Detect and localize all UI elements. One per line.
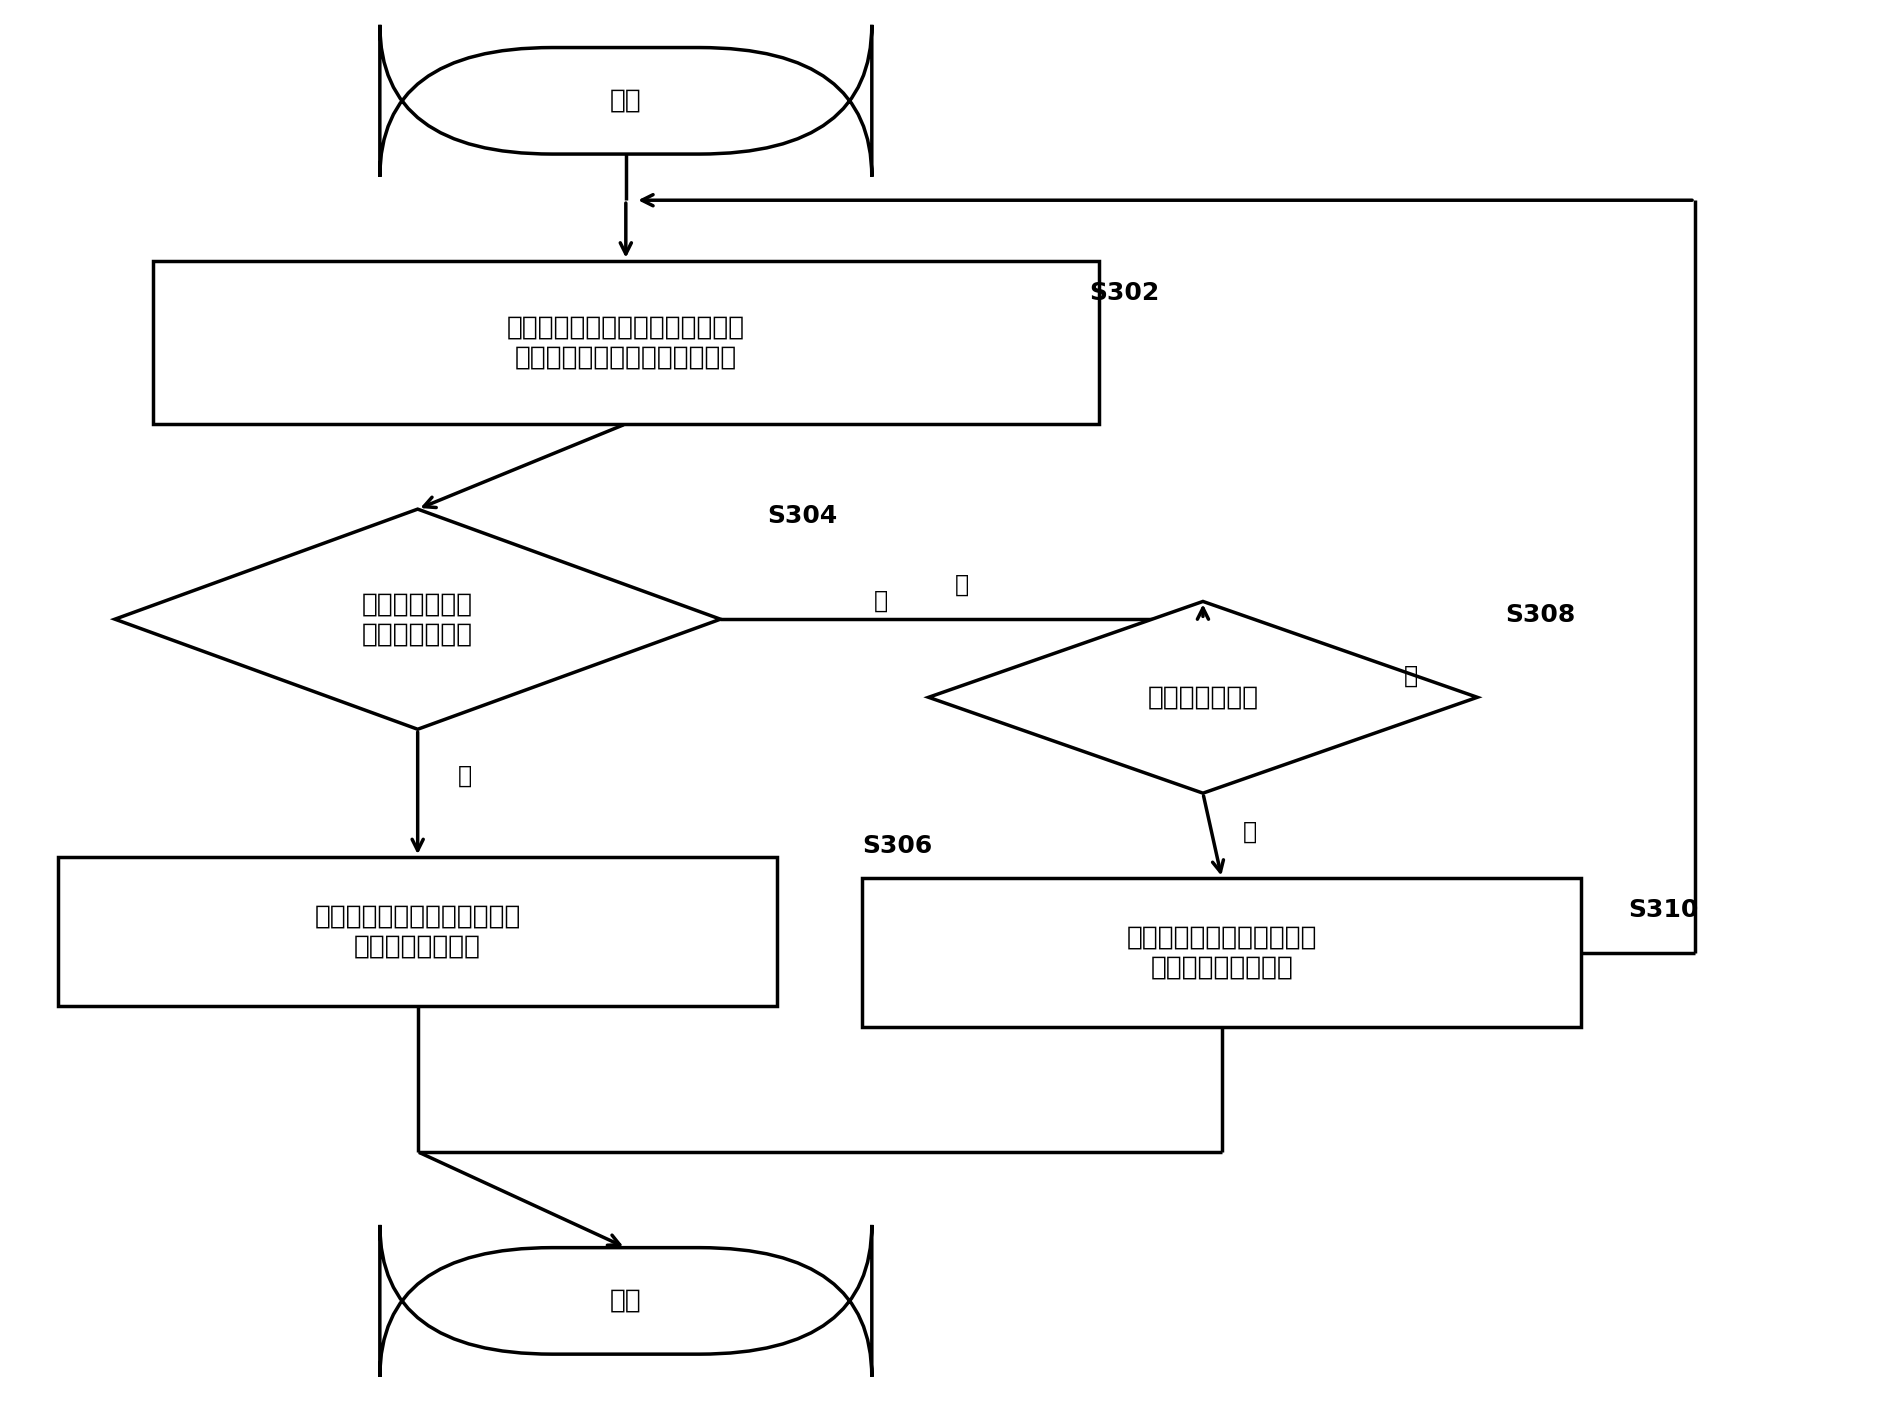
- FancyBboxPatch shape: [379, 1225, 872, 1377]
- Text: 个体呼叫失败？: 个体呼叫失败？: [1146, 684, 1258, 710]
- FancyBboxPatch shape: [153, 260, 1099, 424]
- Text: S310: S310: [1628, 898, 1700, 922]
- Text: 是: 是: [1243, 820, 1256, 844]
- Text: 开始: 开始: [610, 88, 642, 114]
- Text: S302: S302: [1090, 280, 1160, 305]
- Polygon shape: [929, 602, 1478, 793]
- FancyBboxPatch shape: [862, 878, 1582, 1027]
- Text: 将呼叫失败的个体呼叫切换
到备用节点进行接续: 将呼叫失败的个体呼叫切换 到备用节点进行接续: [1128, 925, 1317, 980]
- Polygon shape: [116, 509, 720, 729]
- Text: 对进入呼叫流程中主用节点的呼叫
进行采样分析，得到呼叫成功率: 对进入呼叫流程中主用节点的呼叫 进行采样分析，得到呼叫成功率: [506, 314, 745, 370]
- Text: 整体呼叫成功率
满足切换条件？: 整体呼叫成功率 满足切换条件？: [362, 591, 474, 647]
- Text: 否: 否: [955, 572, 968, 596]
- Text: 将主用节点的呼叫全部切换到
备用节点进行接续: 将主用节点的呼叫全部切换到 备用节点进行接续: [315, 904, 521, 959]
- FancyBboxPatch shape: [379, 24, 872, 176]
- Text: S304: S304: [767, 504, 838, 528]
- FancyBboxPatch shape: [59, 857, 777, 1006]
- Text: 是: 是: [459, 763, 472, 787]
- Text: S306: S306: [862, 834, 932, 858]
- Text: 否: 否: [874, 589, 889, 613]
- Text: S308: S308: [1507, 603, 1577, 628]
- Text: 否: 否: [1404, 665, 1417, 687]
- Text: 结束: 结束: [610, 1288, 642, 1313]
